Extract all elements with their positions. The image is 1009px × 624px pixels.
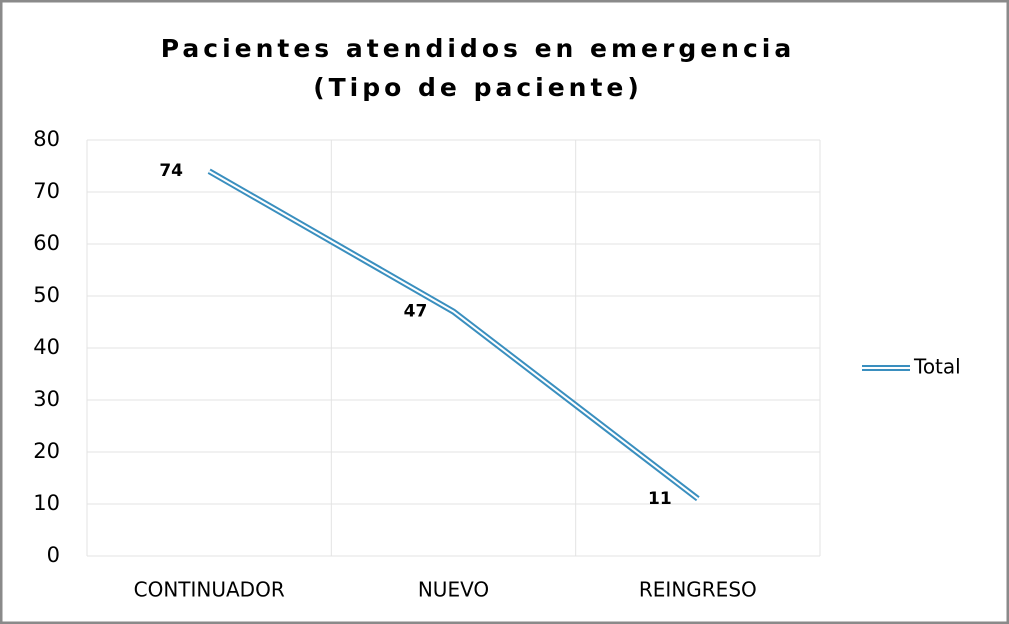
y-tick-label: 50 (33, 283, 60, 307)
y-tick-label: 40 (33, 335, 60, 359)
series-line-inner (208, 170, 699, 500)
y-tick-label: 20 (33, 439, 60, 463)
x-tick-label: REINGRESO (639, 578, 757, 602)
y-tick-label: 60 (33, 231, 60, 255)
y-tick-label: 10 (33, 491, 60, 515)
y-tick-label: 80 (33, 127, 60, 151)
legend-label: Total (913, 355, 961, 379)
x-tick-label: NUEVO (418, 578, 489, 602)
data-label: 11 (648, 489, 672, 509)
chart-title: (Tipo de paciente) (313, 73, 643, 102)
data-label: 74 (159, 161, 183, 181)
chart-title: Pacientes atendidos en emergencia (161, 34, 796, 63)
y-tick-label: 30 (33, 387, 60, 411)
data-label: 47 (404, 302, 428, 322)
y-tick-label: 0 (47, 543, 60, 567)
y-tick-label: 70 (33, 179, 60, 203)
x-tick-label: CONTINUADOR (134, 578, 285, 602)
